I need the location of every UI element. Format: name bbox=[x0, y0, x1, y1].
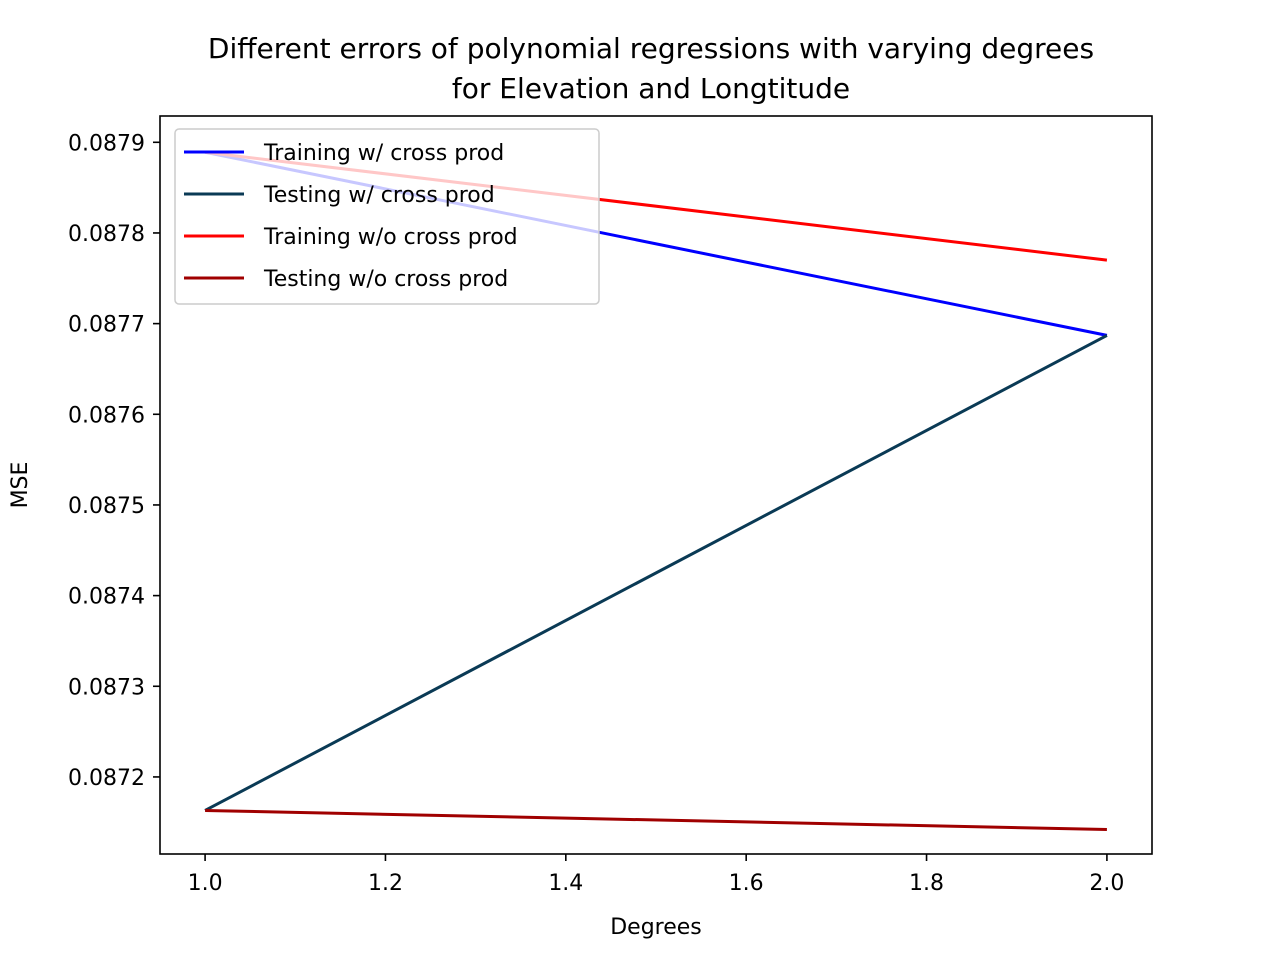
plot-area bbox=[159, 115, 1153, 855]
y-axis-label: MSE bbox=[8, 462, 33, 509]
legend-label-1: Training w/ cross prod bbox=[263, 141, 504, 166]
y-tick-label: 0.0879 bbox=[68, 131, 145, 156]
series-line-2 bbox=[204, 334, 1108, 812]
x-tick-label: 1.4 bbox=[548, 871, 583, 896]
y-axis-ticks: 0.0872 0.0873 0.0874 0.0875 0.0876 0.0877 0.08… bbox=[68, 131, 160, 791]
legend-box bbox=[174, 128, 600, 305]
legend-label-2: Testing w/ cross prod bbox=[263, 183, 495, 208]
legend-label-3: Training w/o cross prod bbox=[263, 225, 518, 250]
x-axis-ticks: 1.0 1.2 1.4 1.6 1.8 2.0 bbox=[188, 854, 1124, 896]
legend: Training w/ cross prod Testing w/ cross p… bbox=[174, 128, 600, 305]
x-tick-label: 1.8 bbox=[909, 871, 944, 896]
y-tick-label: 0.0876 bbox=[68, 403, 145, 428]
x-axis-label: Degrees bbox=[610, 915, 702, 940]
chart-title-line-1: Different errors of polynomial regressio… bbox=[208, 32, 1094, 65]
x-tick-label: 1.6 bbox=[729, 871, 764, 896]
y-tick-label: 0.0875 bbox=[68, 494, 145, 519]
y-tick-label: 0.0878 bbox=[68, 222, 145, 247]
x-tick-label: 1.2 bbox=[368, 871, 403, 896]
y-tick-label: 0.0874 bbox=[68, 585, 145, 610]
chart-title-line-2: for Elevation and Longtitude bbox=[452, 72, 850, 105]
y-tick-label: 0.0873 bbox=[68, 675, 145, 700]
legend-label-4: Testing w/o cross prod bbox=[263, 267, 508, 292]
x-tick-label: 2.0 bbox=[1089, 871, 1124, 896]
y-tick-label: 0.0872 bbox=[68, 766, 145, 791]
y-tick-label: 0.0877 bbox=[68, 313, 145, 338]
plot-frame bbox=[159, 115, 1153, 855]
x-tick-label: 1.0 bbox=[188, 871, 223, 896]
series-line-4 bbox=[205, 808, 1107, 832]
